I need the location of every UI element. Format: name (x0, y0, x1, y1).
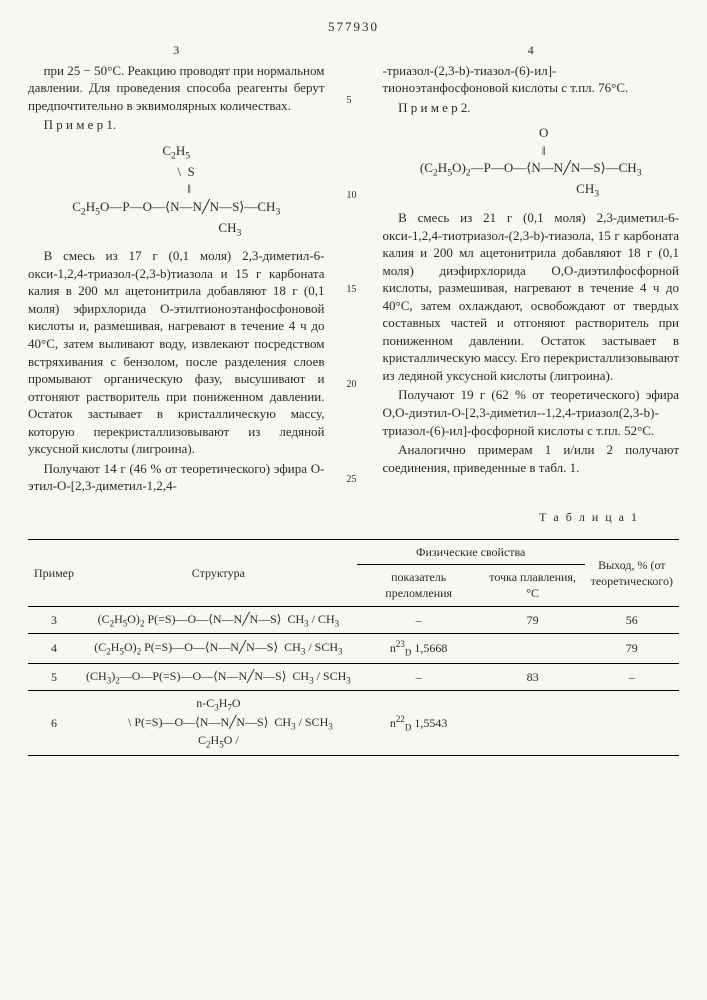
cell-mp: 79 (481, 606, 585, 634)
cell-ri: n23D 1,5668 (357, 634, 481, 664)
right-p0: -триазол-(2,3-b)-тиазол-(6)-ил]-тионоэта… (383, 62, 680, 97)
right-p3: Аналогично примерам 1 и/или 2 получают с… (383, 441, 680, 476)
cell-mp: 83 (481, 663, 585, 691)
gutter-5: 5 (347, 94, 361, 108)
structure-1-formula: C2H5 \ S ‖ C2H5O—P—O—⟨N—N╱N—S⟩—CH3 CH3 (72, 143, 280, 235)
gutter-20: 20 (347, 378, 361, 392)
doc-number: 577930 (28, 18, 679, 36)
example-2-label: П р и м е р 2. (383, 99, 680, 117)
cell-n: 5 (28, 663, 80, 691)
cell-ri: – (357, 606, 481, 634)
left-column: 3 при 25 − 50°С. Реакцию проводят при но… (28, 42, 325, 497)
structure-2-formula: O ‖ (C2H5O)2—P—O—⟨N—N╱N—S⟩—CH3 CH3 (420, 125, 642, 196)
left-p2: В смесь из 17 г (0,1 моля) 2,3-диметил-6… (28, 247, 325, 458)
right-p1: В смесь из 21 г (0,1 моля) 2,3-диметил-6… (383, 209, 680, 384)
table-header-row-1: Пример Структура Физические свойства Вых… (28, 540, 679, 565)
cell-struct: n-C3H7O \ P(=S)—O—⟨N—N╱N—S⟩ CH3 / SCH3 C… (80, 691, 357, 756)
table-1: Пример Структура Физические свойства Вых… (28, 539, 679, 756)
cell-yield: 56 (585, 606, 679, 634)
gutter-25: 25 (347, 473, 361, 487)
col-ri: показатель преломления (357, 565, 481, 606)
table-row: 3 (C2H5O)2 P(=S)—O—⟨N—N╱N—S⟩ CH3 / CH3 –… (28, 606, 679, 634)
col-structure: Структура (80, 540, 357, 607)
left-p3: Получают 14 г (46 % от теоретического) э… (28, 460, 325, 495)
right-col-number: 4 (383, 42, 680, 58)
cell-mp (481, 691, 585, 756)
col-yield: Выход, % (от теоретического) (585, 540, 679, 607)
line-number-gutter: 5 10 15 20 25 (347, 42, 361, 497)
col-mp: точка плавления, °С (481, 565, 585, 606)
right-p2: Получают 19 г (62 % от теоретического) э… (383, 386, 680, 439)
cell-n: 4 (28, 634, 80, 664)
table-row: 5 (CH3)2—O—P(=S)—O—⟨N—N╱N—S⟩ CH3 / SCH3 … (28, 663, 679, 691)
cell-ri: – (357, 663, 481, 691)
example-1-label: П р и м е р 1. (28, 116, 325, 134)
two-column-body: 3 при 25 − 50°С. Реакцию проводят при но… (28, 42, 679, 497)
right-column: 4 -триазол-(2,3-b)-тиазол-(6)-ил]-тионоэ… (383, 42, 680, 497)
structure-1: C2H5 \ S ‖ C2H5O—P—O—⟨N—N╱N—S⟩—CH3 CH3 (28, 142, 325, 239)
cell-ri: n22D 1,5543 (357, 691, 481, 756)
left-p1: при 25 − 50°С. Реакцию проводят при норм… (28, 62, 325, 115)
cell-struct: (C2H5O)2 P(=S)—O—⟨N—N╱N—S⟩ CH3 / SCH3 (80, 634, 357, 664)
gutter-15: 15 (347, 283, 361, 297)
table-caption: Т а б л и ц а 1 (28, 509, 679, 525)
cell-yield: 79 (585, 634, 679, 664)
structure-2: O ‖ (C2H5O)2—P—O—⟨N—N╱N—S⟩—CH3 CH3 (383, 124, 680, 201)
left-col-number: 3 (28, 42, 325, 58)
col-phys: Физические свойства (357, 540, 585, 565)
cell-struct: (CH3)2—O—P(=S)—O—⟨N—N╱N—S⟩ CH3 / SCH3 (80, 663, 357, 691)
col-example: Пример (28, 540, 80, 607)
cell-struct: (C2H5O)2 P(=S)—O—⟨N—N╱N—S⟩ CH3 / CH3 (80, 606, 357, 634)
gutter-10: 10 (347, 189, 361, 203)
cell-n: 3 (28, 606, 80, 634)
cell-yield (585, 691, 679, 756)
table-row: 6 n-C3H7O \ P(=S)—O—⟨N—N╱N—S⟩ CH3 / SCH3… (28, 691, 679, 756)
cell-n: 6 (28, 691, 80, 756)
table-row: 4 (C2H5O)2 P(=S)—O—⟨N—N╱N—S⟩ CH3 / SCH3 … (28, 634, 679, 664)
cell-yield: – (585, 663, 679, 691)
cell-mp (481, 634, 585, 664)
